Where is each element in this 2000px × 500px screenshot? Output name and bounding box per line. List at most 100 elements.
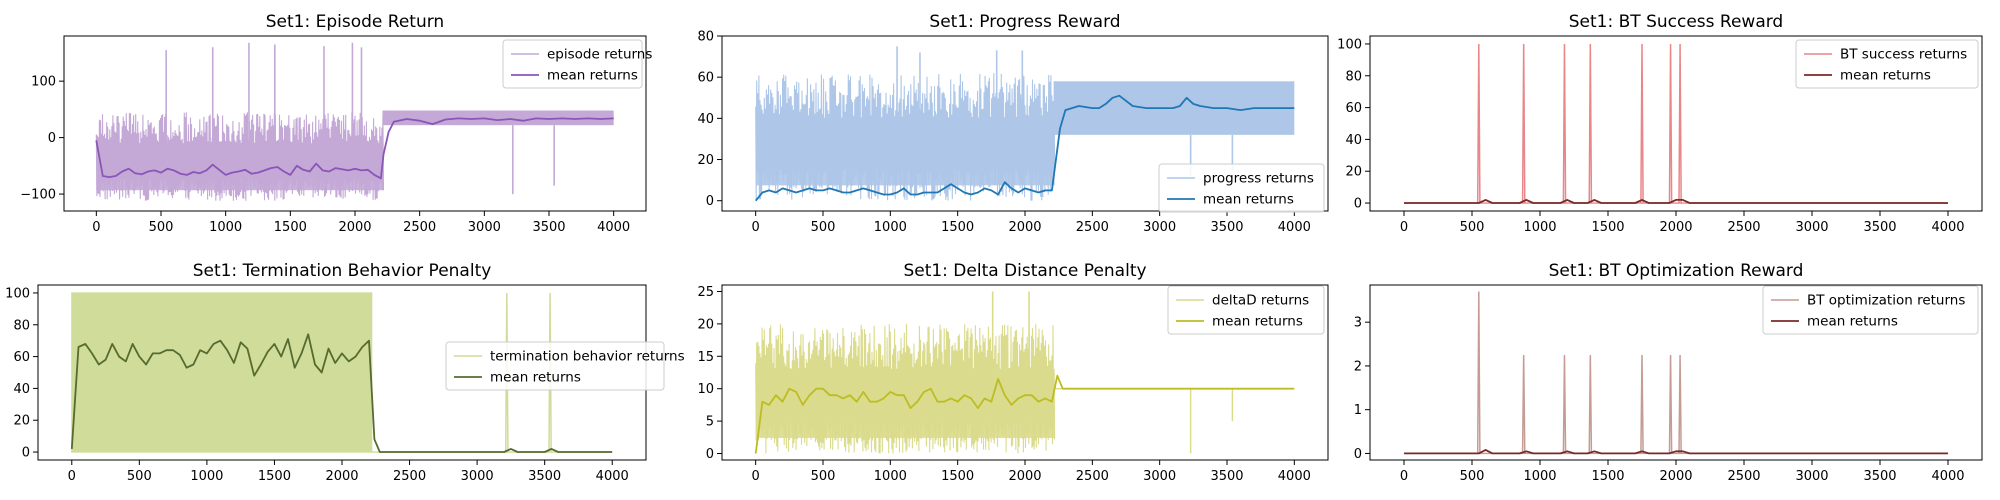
mean-returns-line bbox=[1404, 449, 1948, 455]
x-tick-label: 1000 bbox=[1523, 469, 1556, 484]
y-tick-label: 80 bbox=[697, 30, 714, 45]
y-tick-label: 80 bbox=[13, 318, 30, 333]
y-tick-label: 20 bbox=[1345, 165, 1362, 180]
x-tick-label: 1500 bbox=[941, 220, 974, 235]
y-tick-label: −100 bbox=[20, 188, 56, 203]
x-tick-label: 4000 bbox=[1931, 220, 1964, 235]
raw-spike bbox=[1668, 43, 1673, 204]
x-tick-label: 4000 bbox=[596, 469, 629, 484]
raw-series-phase1 bbox=[95, 112, 385, 201]
y-tick-label: 1 bbox=[1354, 403, 1362, 418]
raw-series-phase1 bbox=[755, 323, 1056, 454]
raw-spike bbox=[1521, 43, 1526, 204]
x-tick-label: 2500 bbox=[1076, 469, 1109, 484]
x-tick-label: 0 bbox=[1400, 469, 1408, 484]
x-tick-label: 1000 bbox=[874, 220, 907, 235]
y-tick-label: 100 bbox=[5, 286, 30, 301]
y-tick-label: 0 bbox=[706, 194, 714, 209]
y-tick-label: 5 bbox=[706, 415, 714, 430]
raw-spike bbox=[1521, 354, 1526, 454]
x-tick-label: 3500 bbox=[1863, 469, 1896, 484]
mean-returns-line bbox=[1404, 199, 1948, 204]
x-tick-label: 500 bbox=[811, 469, 836, 484]
x-tick-label: 3000 bbox=[1795, 220, 1828, 235]
x-tick-label: 3000 bbox=[1143, 220, 1176, 235]
x-tick-label: 1000 bbox=[190, 469, 223, 484]
y-tick-label: 60 bbox=[697, 71, 714, 86]
x-tick-label: 2500 bbox=[393, 469, 426, 484]
chart-title: Set1: BT Success Reward bbox=[1569, 12, 1783, 32]
legend-label: BT optimization returns bbox=[1807, 293, 1965, 309]
y-tick-label: 0 bbox=[1354, 197, 1362, 212]
subplot-3: 0 500 1000 1500 2000 2500 3000 3500 4000 0 20 40 60 8… bbox=[1337, 12, 1983, 235]
y-tick-label: 0 bbox=[22, 446, 30, 461]
raw-spike bbox=[1640, 354, 1644, 454]
x-tick-label: 1500 bbox=[1591, 469, 1624, 484]
y-tick-label: 40 bbox=[13, 382, 30, 397]
y-tick-label: 100 bbox=[31, 75, 56, 90]
x-tick-label: 0 bbox=[92, 220, 100, 235]
x-tick-label: 0 bbox=[752, 220, 760, 235]
chart-title: Set1: Progress Reward bbox=[929, 12, 1120, 32]
x-tick-label: 1500 bbox=[258, 469, 291, 484]
x-tick-label: 500 bbox=[811, 220, 836, 235]
mean-returns-line bbox=[70, 333, 613, 453]
chart-title: Set1: Delta Distance Penalty bbox=[903, 261, 1146, 281]
x-tick-label: 1000 bbox=[874, 469, 907, 484]
x-tick-label: 2000 bbox=[1659, 220, 1692, 235]
x-tick-label: 4000 bbox=[1278, 220, 1311, 235]
x-tick-label: 4000 bbox=[1278, 469, 1311, 484]
raw-spike bbox=[1562, 354, 1567, 454]
raw-spike bbox=[1476, 43, 1481, 204]
y-tick-label: 0 bbox=[48, 131, 56, 146]
legend: deltaD returns mean returns bbox=[1167, 285, 1325, 335]
subplot-2: 0 500 1000 1500 2000 2500 3000 3500 4000 0 20 40 60 8… bbox=[697, 12, 1329, 235]
x-tick-label: 500 bbox=[127, 469, 152, 484]
x-tick-label: 3000 bbox=[1795, 469, 1828, 484]
y-tick-label: 40 bbox=[697, 112, 714, 127]
x-tick-label: 0 bbox=[1400, 220, 1408, 235]
x-tick-label: 2500 bbox=[1076, 220, 1109, 235]
raw-spike bbox=[505, 292, 509, 453]
x-tick-label: 3500 bbox=[1210, 220, 1243, 235]
raw-band-phase2 bbox=[383, 110, 614, 126]
x-tick-label: 3000 bbox=[1143, 469, 1176, 484]
x-tick-label: 1500 bbox=[941, 469, 974, 484]
raw-spike bbox=[1588, 354, 1593, 454]
x-tick-label: 2000 bbox=[1659, 469, 1692, 484]
y-tick-label: 40 bbox=[1345, 133, 1362, 148]
subplot-1: 0 500 1000 1500 2000 2500 3000 3500 4000 −100 0 100… bbox=[20, 12, 652, 235]
y-tick-label: 0 bbox=[1354, 447, 1362, 462]
legend: BT optimization returns mean returns bbox=[1762, 285, 1979, 335]
y-tick-label: 80 bbox=[1345, 69, 1362, 84]
legend-label: episode returns bbox=[547, 47, 652, 63]
x-tick-label: 3500 bbox=[1210, 469, 1243, 484]
x-tick-label: 3000 bbox=[468, 220, 501, 235]
legend-label: mean returns bbox=[1840, 68, 1931, 84]
x-tick-label: 3500 bbox=[528, 469, 561, 484]
y-tick-label: 20 bbox=[697, 317, 714, 332]
x-tick-label: 3500 bbox=[532, 220, 565, 235]
plot-area bbox=[1404, 291, 1948, 455]
x-tick-label: 0 bbox=[68, 469, 76, 484]
raw-spike bbox=[1588, 43, 1593, 204]
x-tick-label: 1500 bbox=[1591, 220, 1624, 235]
x-tick-label: 0 bbox=[752, 469, 760, 484]
plot-area bbox=[70, 292, 613, 453]
x-tick-label: 500 bbox=[1460, 469, 1485, 484]
x-tick-label: 2500 bbox=[403, 220, 436, 235]
chart-title: Set1: BT Optimization Reward bbox=[1549, 261, 1804, 281]
x-tick-label: 3500 bbox=[1863, 220, 1896, 235]
legend-label: deltaD returns bbox=[1212, 293, 1309, 309]
x-tick-label: 1000 bbox=[1523, 220, 1556, 235]
legend: BT success returns mean returns bbox=[1795, 39, 1979, 89]
subplot-6: 0 500 1000 1500 2000 2500 3000 3500 4000 0 1 2 3 Set1… bbox=[1354, 261, 1983, 484]
raw-spike bbox=[1678, 354, 1682, 454]
legend-label: mean returns bbox=[547, 68, 638, 84]
x-tick-label: 2000 bbox=[338, 220, 371, 235]
x-tick-label: 1000 bbox=[209, 220, 242, 235]
legend-label: progress returns bbox=[1203, 171, 1314, 187]
x-tick-label: 500 bbox=[149, 220, 174, 235]
y-tick-label: 20 bbox=[13, 414, 30, 429]
